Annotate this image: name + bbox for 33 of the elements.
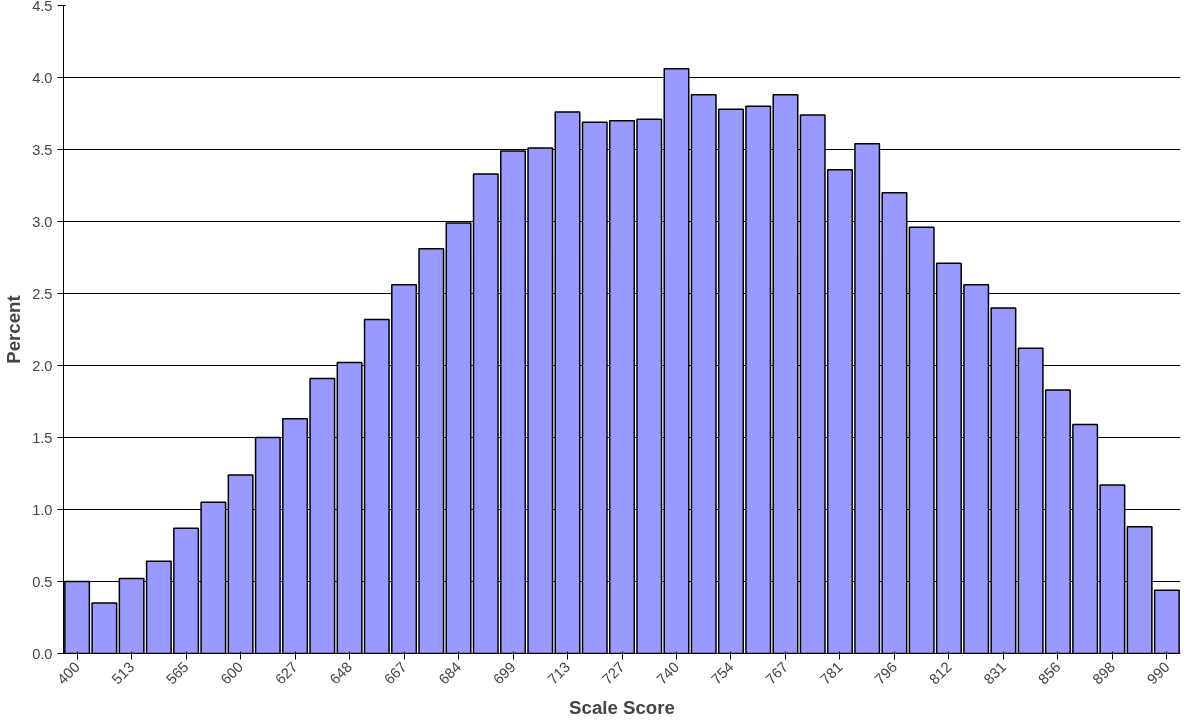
y-tick-label: 3.0 [32,213,53,230]
x-tick-label: 627 [272,658,301,688]
y-tick-label: 4.5 [32,0,53,14]
x-tick-label: 713 [544,658,574,688]
x-tick-label: 740 [653,658,683,688]
x-tick-label: 781 [817,658,846,688]
x-tick-label: 727 [599,658,628,688]
y-tick-label: 2.0 [32,357,53,374]
x-axis-title: Scale Score [569,696,675,718]
x-tick-label: 400 [54,658,83,688]
x-tick-label: 990 [1143,658,1173,688]
y-tick-label: 0.0 [32,645,53,662]
x-tick-label: 767 [762,658,792,688]
x-tick-label: 684 [435,658,465,688]
x-tick-label: 831 [980,658,1010,688]
y-tick-label: 2.5 [32,285,53,302]
x-tick-label: 699 [490,658,519,688]
y-tick-label: 3.5 [32,141,53,158]
x-tick-label: 513 [108,658,138,688]
y-axis-title: Percent [3,295,25,364]
x-tick-label: 565 [163,658,192,688]
x-tick-label: 600 [217,658,247,688]
y-tick-label: 4.0 [32,69,53,86]
x-tick-label: 898 [1089,658,1119,688]
x-tick-label: 812 [925,658,955,688]
x-tick-label: 796 [871,658,901,688]
x-tick-label: 754 [708,658,737,688]
y-tick-label: 1.5 [32,429,53,446]
x-tick-label: 856 [1034,658,1064,688]
y-tick-label: 0.5 [32,573,53,590]
x-tick-label: 667 [381,658,410,688]
x-tick-label: 648 [326,658,356,688]
y-tick-label: 1.0 [32,501,53,518]
